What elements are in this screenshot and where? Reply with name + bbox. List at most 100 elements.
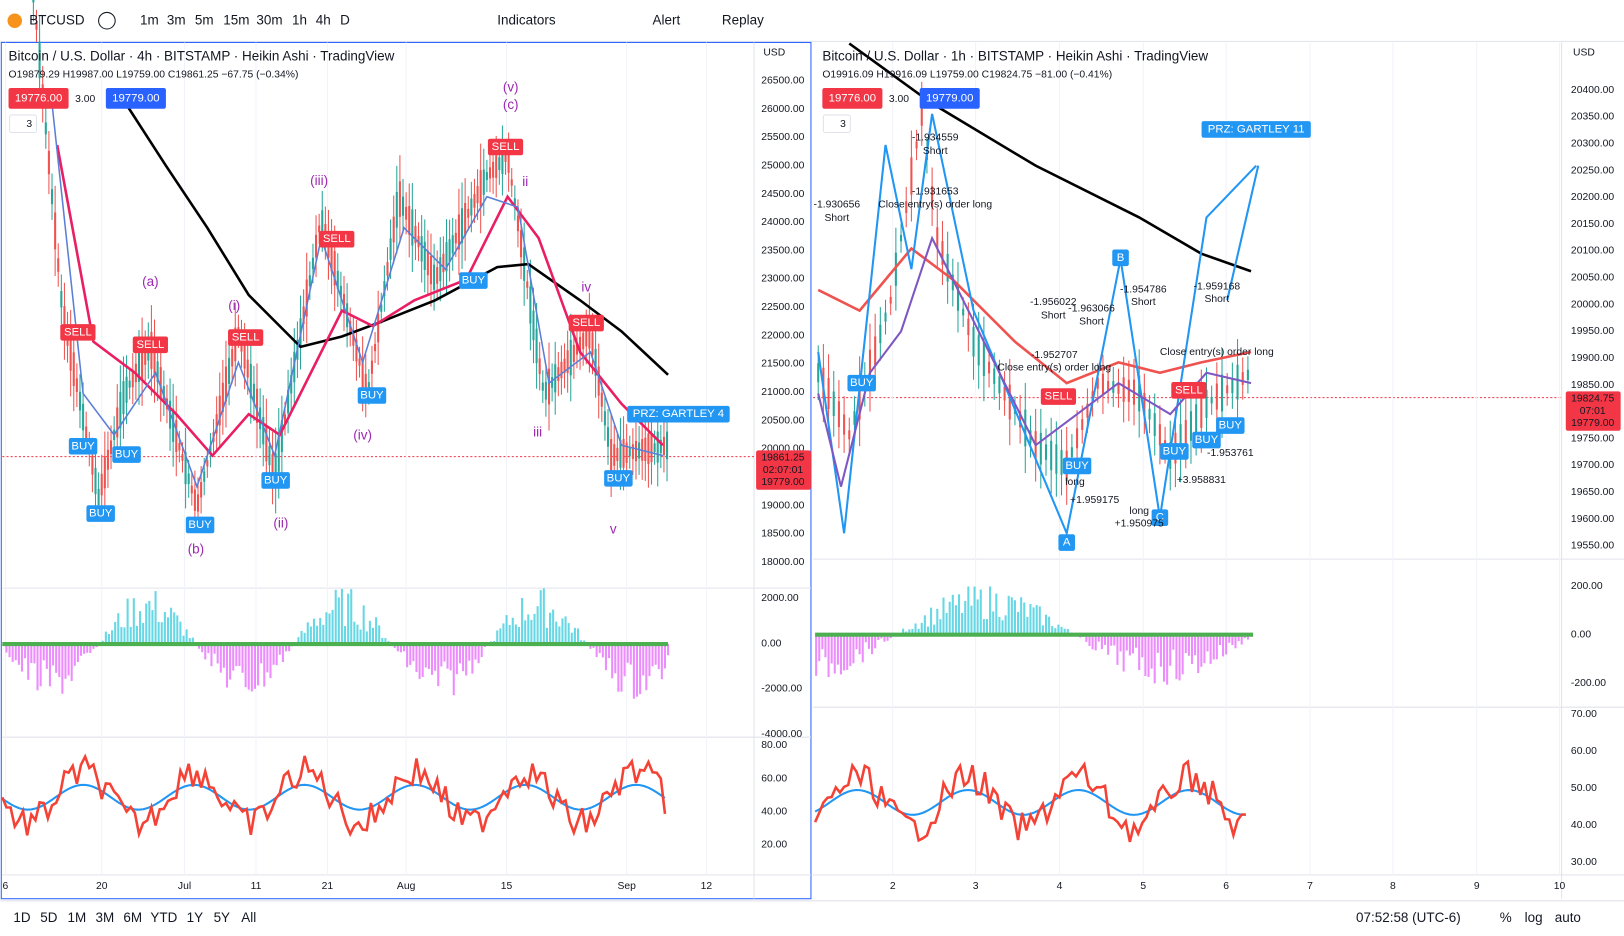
log-toggle[interactable]: log xyxy=(1525,910,1543,925)
histogram-bar xyxy=(564,616,567,645)
histogram-bar xyxy=(309,626,312,645)
candle-body xyxy=(401,196,405,216)
histogram-bar xyxy=(527,614,530,645)
auto-toggle[interactable]: auto xyxy=(1555,910,1581,925)
candle-body xyxy=(1200,394,1203,428)
candle-body xyxy=(1236,364,1239,400)
candle-body xyxy=(594,348,597,376)
range-button[interactable]: All xyxy=(241,910,256,925)
bid[interactable]: 19776.00 xyxy=(15,92,62,104)
ask[interactable]: 19779.00 xyxy=(926,92,973,104)
replay-button[interactable]: Replay xyxy=(722,12,764,27)
candle-body xyxy=(597,366,600,396)
candle-body xyxy=(464,202,467,237)
range-button[interactable]: 1Y xyxy=(187,910,203,925)
candle-body xyxy=(591,332,594,355)
histogram-bar xyxy=(337,597,340,645)
candle-body xyxy=(63,306,66,337)
interval-button[interactable]: 4h xyxy=(316,12,331,27)
range-button[interactable]: 6M xyxy=(123,910,142,925)
interval-button[interactable]: 5m xyxy=(195,12,214,27)
indicators-button[interactable]: Indicators xyxy=(497,12,556,27)
histogram-bar xyxy=(920,622,923,635)
percent-toggle[interactable]: % xyxy=(1500,910,1512,925)
candle-body xyxy=(634,440,638,462)
histogram-bar xyxy=(936,608,939,635)
candle-body xyxy=(423,241,426,270)
interval-button[interactable]: 3m xyxy=(167,12,186,27)
histogram-bar xyxy=(967,586,970,635)
interval-button[interactable]: 1m xyxy=(140,12,159,27)
wave-label: (c) xyxy=(503,97,519,112)
strategy-note: -1.956022 xyxy=(1030,297,1077,308)
range-button[interactable]: 3M xyxy=(95,910,114,925)
candle-body xyxy=(38,41,41,79)
candle-body xyxy=(392,216,395,243)
histogram-bar xyxy=(1225,634,1228,655)
histogram-bar xyxy=(595,644,598,658)
histogram-bar xyxy=(219,644,222,673)
range-button[interactable]: 1M xyxy=(68,910,87,925)
histogram-bar xyxy=(1097,634,1100,642)
ema-line xyxy=(817,235,1252,487)
candle-body xyxy=(97,488,100,506)
candle-body xyxy=(479,170,482,207)
candle-body xyxy=(200,482,203,498)
candle-body xyxy=(653,443,656,453)
histogram-bar xyxy=(42,644,45,661)
candle-body xyxy=(287,389,290,414)
histogram-bar xyxy=(216,644,219,664)
candle-body xyxy=(389,238,392,260)
histogram-bar xyxy=(437,644,440,687)
histogram-bar xyxy=(545,627,548,645)
histogram-bar xyxy=(1197,634,1200,674)
candle-body xyxy=(936,227,939,249)
candle-body xyxy=(557,367,560,382)
candle-body xyxy=(255,388,259,423)
candle-body xyxy=(610,439,613,473)
candle-body xyxy=(894,252,897,286)
interval-button[interactable]: 30m xyxy=(256,12,282,27)
strategy-note: -1.959168 xyxy=(1194,282,1241,293)
histogram-bar xyxy=(533,613,536,645)
interval-button[interactable]: 15m xyxy=(223,12,249,27)
histogram-bar xyxy=(979,589,982,635)
candle-body xyxy=(159,367,162,398)
histogram-bar xyxy=(319,617,322,645)
compare-button[interactable] xyxy=(98,11,116,30)
histogram-bar xyxy=(598,644,601,654)
strategy-note: Close entry(s) order long xyxy=(878,200,992,211)
wave-label: iii xyxy=(533,424,542,439)
candle-body xyxy=(82,403,85,431)
histogram-bar xyxy=(576,628,580,645)
range-button[interactable]: 1D xyxy=(13,910,30,925)
bid[interactable]: 19776.00 xyxy=(829,92,876,104)
histogram-bar xyxy=(281,644,284,663)
interval-button[interactable]: 1h xyxy=(292,12,307,27)
histogram-bar xyxy=(185,629,188,645)
range-button[interactable]: YTD xyxy=(150,910,177,925)
range-button[interactable]: 5D xyxy=(40,910,57,925)
last-price: 19824.75 xyxy=(1571,393,1614,404)
alert-button[interactable]: Alert xyxy=(653,12,681,27)
time-tick: 3 xyxy=(973,881,979,892)
candle-body xyxy=(206,460,209,467)
histogram-bar xyxy=(914,623,917,635)
interval-button[interactable]: D xyxy=(340,12,350,27)
ask[interactable]: 19779.00 xyxy=(112,92,159,104)
candle-body xyxy=(1210,397,1213,404)
candle-body xyxy=(411,209,414,246)
range-button[interactable]: 5Y xyxy=(214,910,230,925)
buy-tag xyxy=(86,505,115,522)
histogram-bar xyxy=(1094,634,1097,651)
sell-tag xyxy=(1171,382,1207,399)
histogram-bar xyxy=(871,634,874,655)
buy-tag xyxy=(357,387,387,404)
candle-body xyxy=(374,343,377,352)
histogram-bar xyxy=(908,629,911,635)
histogram-bar xyxy=(833,634,836,674)
candle-body xyxy=(249,363,252,399)
symbol[interactable]: BTCUSD xyxy=(29,12,85,27)
histogram-bar xyxy=(1044,614,1048,635)
rsi-tick: 40.00 xyxy=(1571,820,1597,831)
